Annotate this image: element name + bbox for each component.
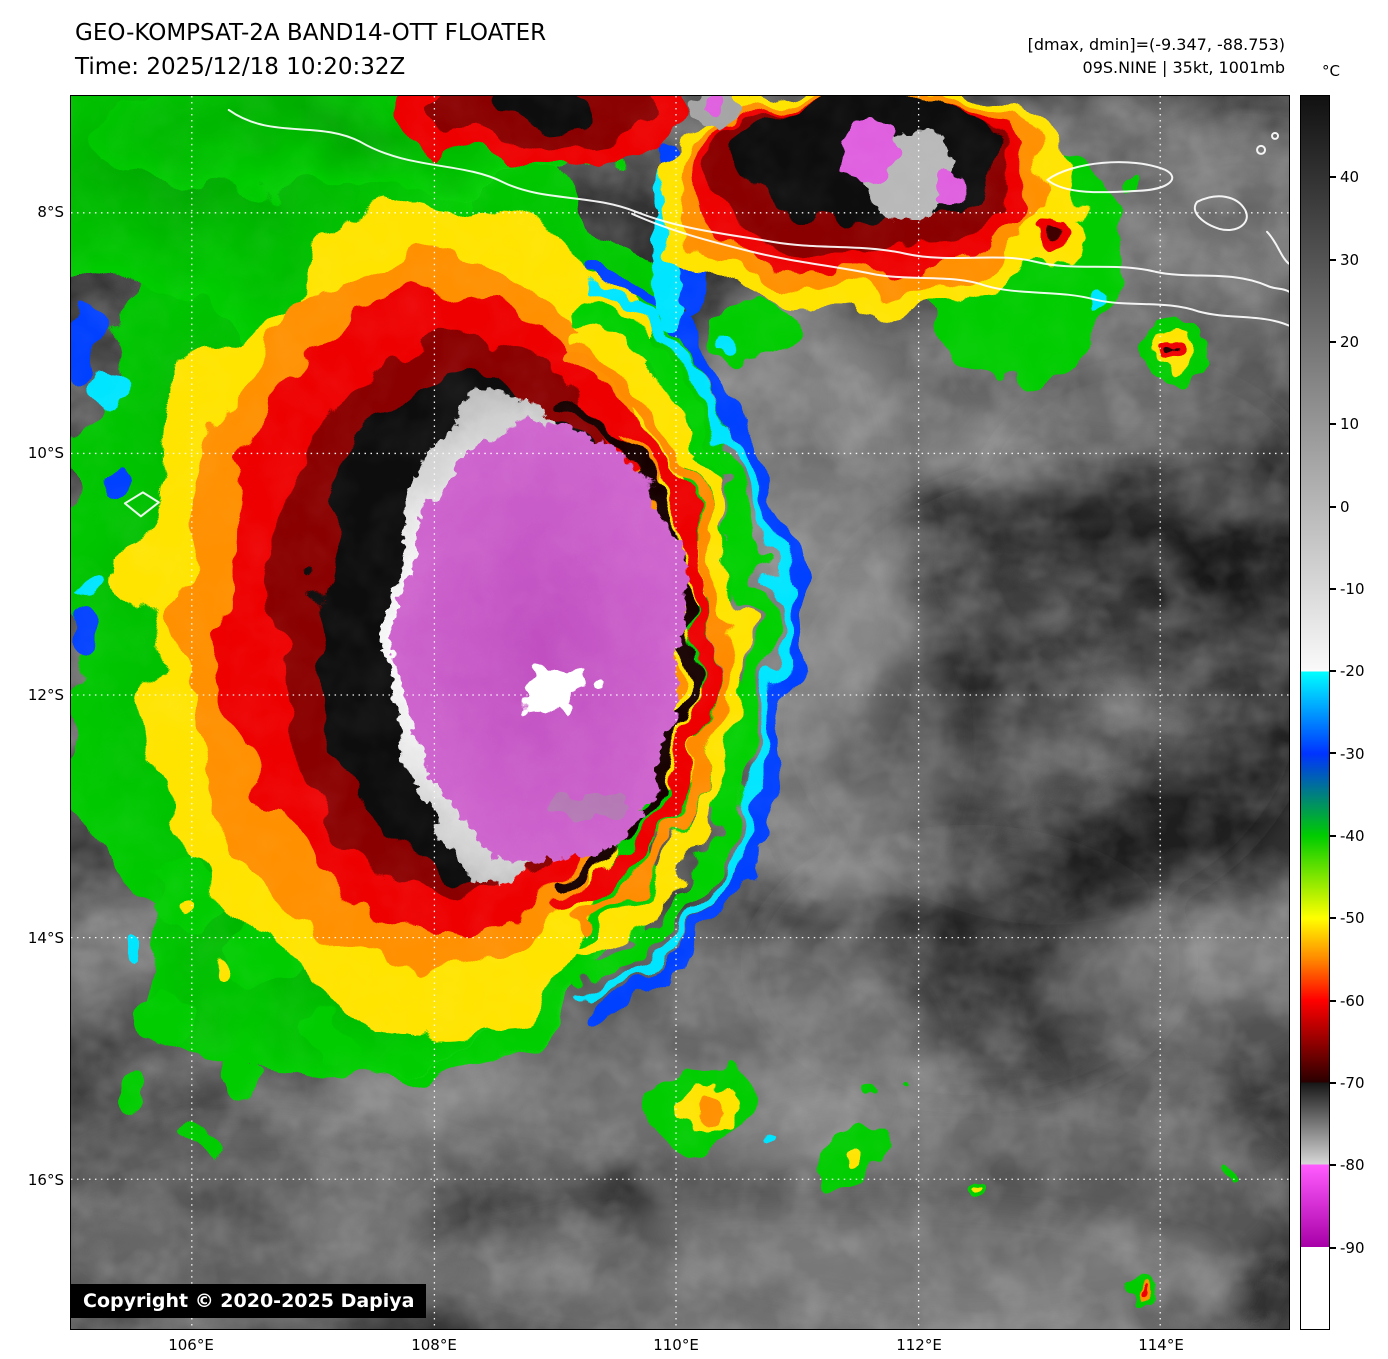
- lat-label: 14°S: [27, 929, 64, 947]
- colorbar-tickmark: [1330, 1247, 1336, 1249]
- lat-label: 10°S: [27, 444, 64, 462]
- colorbar-tick-label: 10: [1340, 415, 1360, 433]
- colorbar-tickmark: [1330, 423, 1336, 425]
- colorbar-tickmark: [1330, 1082, 1336, 1084]
- timestamp: Time: 2025/12/18 10:20:32Z: [75, 54, 406, 80]
- lon-label: 106°E: [168, 1336, 214, 1354]
- colorbar-tick-label: -60: [1340, 992, 1365, 1010]
- colorbar-tick-label: -30: [1340, 745, 1365, 763]
- colorbar-tickmark: [1330, 259, 1336, 261]
- colorbar-tickmark: [1330, 835, 1336, 837]
- copyright-badge: Copyright © 2020-2025 Dapiya: [71, 1284, 427, 1318]
- satellite-map: [70, 95, 1290, 1330]
- page-title: GEO-KOMPSAT-2A BAND14-OTT FLOATER: [75, 20, 547, 46]
- colorbar-tick-label: -50: [1340, 909, 1365, 927]
- colorbar-tickmark: [1330, 1000, 1336, 1002]
- colorbar-tickmark: [1330, 341, 1336, 343]
- lat-label: 8°S: [37, 203, 64, 221]
- colorbar-tick-label: 20: [1340, 333, 1360, 351]
- lon-label: 114°E: [1138, 1336, 1184, 1354]
- lat-label: 12°S: [27, 686, 64, 704]
- colorbar-tickmark: [1330, 752, 1336, 754]
- colorbar-tick-label: -10: [1340, 580, 1365, 598]
- colorbar-tick-label: -80: [1340, 1156, 1365, 1174]
- temperature-colorbar: [1300, 95, 1330, 1330]
- lon-label: 110°E: [653, 1336, 699, 1354]
- colorbar-tick-label: 0: [1340, 498, 1350, 516]
- colorbar-tick-label: 30: [1340, 251, 1360, 269]
- colorbar-tick-label: -40: [1340, 827, 1365, 845]
- header-right: [dmax, dmin]=(-9.347, -88.753) 09S.NINE …: [1028, 33, 1285, 79]
- colorbar-tick-label: 40: [1340, 168, 1360, 186]
- lon-label: 112°E: [896, 1336, 942, 1354]
- lat-label: 16°S: [27, 1171, 64, 1189]
- colorbar-tick-label: -70: [1340, 1074, 1365, 1092]
- storm-info: 09S.NINE | 35kt, 1001mb: [1082, 58, 1285, 77]
- colorbar-tick-label: -90: [1340, 1239, 1365, 1257]
- colorbar-tickmark: [1330, 176, 1336, 178]
- colorbar-tickmark: [1330, 506, 1336, 508]
- lon-label: 108°E: [411, 1336, 457, 1354]
- dmax-dmin-readout: [dmax, dmin]=(-9.347, -88.753): [1027, 35, 1285, 54]
- colorbar-tick-label: -20: [1340, 662, 1365, 680]
- satellite-imagery: [71, 96, 1289, 1329]
- colorbar-tickmark: [1330, 1164, 1336, 1166]
- colorbar-tickmark: [1330, 670, 1336, 672]
- colorbar-tickmark: [1330, 588, 1336, 590]
- colorbar-unit: °C: [1322, 62, 1340, 80]
- colorbar-tickmark: [1330, 917, 1336, 919]
- final-grain: [71, 96, 1289, 1329]
